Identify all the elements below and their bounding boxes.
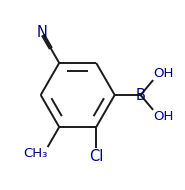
Text: N: N — [36, 25, 47, 40]
Text: OH: OH — [153, 110, 174, 123]
Text: B: B — [136, 88, 146, 102]
Text: CH₃: CH₃ — [23, 147, 47, 160]
Text: Cl: Cl — [89, 149, 103, 164]
Text: OH: OH — [153, 67, 174, 80]
